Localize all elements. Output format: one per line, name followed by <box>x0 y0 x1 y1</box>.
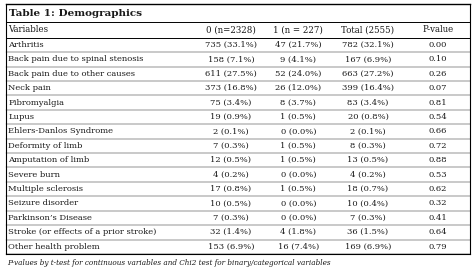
Text: 399 (16.4%): 399 (16.4%) <box>342 84 394 92</box>
Text: 7 (0.3%): 7 (0.3%) <box>213 142 249 150</box>
Text: P-value: P-value <box>422 25 453 35</box>
Bar <box>6 52 470 67</box>
Bar <box>6 139 470 153</box>
Text: 32 (1.4%): 32 (1.4%) <box>210 228 252 236</box>
Text: 663 (27.2%): 663 (27.2%) <box>342 70 394 78</box>
Text: Parkinson’s Disease: Parkinson’s Disease <box>8 214 92 222</box>
Text: 782 (32.1%): 782 (32.1%) <box>342 41 394 49</box>
Text: 20 (0.8%): 20 (0.8%) <box>347 113 389 121</box>
Text: 75 (3.4%): 75 (3.4%) <box>210 99 252 107</box>
Text: 1 (0.5%): 1 (0.5%) <box>281 142 316 150</box>
Text: 52 (24.0%): 52 (24.0%) <box>275 70 321 78</box>
Text: 0.54: 0.54 <box>428 113 447 121</box>
Text: 169 (6.9%): 169 (6.9%) <box>345 243 391 251</box>
Text: 1 (0.5%): 1 (0.5%) <box>281 113 316 121</box>
Text: 153 (6.9%): 153 (6.9%) <box>208 243 254 251</box>
Text: 13 (0.5%): 13 (0.5%) <box>347 156 389 164</box>
Bar <box>6 4 470 22</box>
Text: P-values by t-test for continuous variables and Chi2 test for binary/categorical: P-values by t-test for continuous variab… <box>7 259 331 267</box>
Bar <box>6 211 470 225</box>
Text: Table 1: Demographics: Table 1: Demographics <box>9 9 142 18</box>
Text: Deformity of limb: Deformity of limb <box>8 142 82 150</box>
Text: 18 (0.7%): 18 (0.7%) <box>347 185 389 193</box>
Text: Multiple sclerosis: Multiple sclerosis <box>8 185 83 193</box>
Text: 10 (0.4%): 10 (0.4%) <box>347 199 389 207</box>
Text: 7 (0.3%): 7 (0.3%) <box>350 214 386 222</box>
Text: 36 (1.5%): 36 (1.5%) <box>347 228 389 236</box>
Text: 12 (0.5%): 12 (0.5%) <box>210 156 252 164</box>
Bar <box>6 239 470 254</box>
Text: 10 (0.5%): 10 (0.5%) <box>210 199 252 207</box>
Bar <box>6 225 470 239</box>
Text: 4 (0.2%): 4 (0.2%) <box>350 171 386 179</box>
Text: 2 (0.1%): 2 (0.1%) <box>350 127 386 135</box>
Text: Neck pain: Neck pain <box>8 84 51 92</box>
Text: 735 (33.1%): 735 (33.1%) <box>205 41 257 49</box>
Text: 0 (n=2328): 0 (n=2328) <box>206 25 256 35</box>
Text: 16 (7.4%): 16 (7.4%) <box>278 243 319 251</box>
Text: 0.81: 0.81 <box>428 99 447 107</box>
Bar <box>6 110 470 124</box>
Text: 0.07: 0.07 <box>428 84 447 92</box>
Text: 17 (0.8%): 17 (0.8%) <box>210 185 252 193</box>
Bar <box>6 95 470 110</box>
Text: 8 (3.7%): 8 (3.7%) <box>281 99 316 107</box>
Text: Seizure disorder: Seizure disorder <box>8 199 78 207</box>
Text: Fibromyalgia: Fibromyalgia <box>8 99 64 107</box>
Text: 47 (21.7%): 47 (21.7%) <box>275 41 322 49</box>
Text: 7 (0.3%): 7 (0.3%) <box>213 214 249 222</box>
Text: 0 (0.0%): 0 (0.0%) <box>281 214 316 222</box>
Bar <box>6 167 470 182</box>
Text: Back pain due to other causes: Back pain due to other causes <box>8 70 135 78</box>
Text: Arthritis: Arthritis <box>8 41 44 49</box>
Text: 1 (n = 227): 1 (n = 227) <box>273 25 323 35</box>
Text: 158 (7.1%): 158 (7.1%) <box>208 55 254 63</box>
Text: 0 (0.0%): 0 (0.0%) <box>281 199 316 207</box>
Text: 26 (12.0%): 26 (12.0%) <box>275 84 321 92</box>
Text: Other health problem: Other health problem <box>8 243 100 251</box>
Text: 83 (3.4%): 83 (3.4%) <box>347 99 389 107</box>
Text: Back pain due to spinal stenosis: Back pain due to spinal stenosis <box>8 55 144 63</box>
Bar <box>6 22 470 38</box>
Text: 0.88: 0.88 <box>428 156 447 164</box>
Text: 0.79: 0.79 <box>428 243 447 251</box>
Text: 0.72: 0.72 <box>428 142 447 150</box>
Text: 0.26: 0.26 <box>428 70 447 78</box>
Bar <box>6 124 470 139</box>
Text: 0 (0.0%): 0 (0.0%) <box>281 127 316 135</box>
Text: 0.10: 0.10 <box>428 55 447 63</box>
Text: 0.32: 0.32 <box>428 199 447 207</box>
Text: 4 (1.8%): 4 (1.8%) <box>280 228 316 236</box>
Text: 2 (0.1%): 2 (0.1%) <box>213 127 249 135</box>
Bar <box>6 38 470 52</box>
Text: Ehlers-Danlos Syndrome: Ehlers-Danlos Syndrome <box>8 127 113 135</box>
Text: 167 (6.9%): 167 (6.9%) <box>345 55 391 63</box>
Bar <box>6 81 470 95</box>
Text: 0.66: 0.66 <box>428 127 447 135</box>
Text: 611 (27.5%): 611 (27.5%) <box>205 70 257 78</box>
Text: Amputation of limb: Amputation of limb <box>8 156 89 164</box>
Text: Severe burn: Severe burn <box>8 171 60 179</box>
Bar <box>6 153 470 167</box>
Text: 9 (4.1%): 9 (4.1%) <box>280 55 316 63</box>
Text: 0.41: 0.41 <box>428 214 447 222</box>
Bar <box>6 67 470 81</box>
Text: 0.62: 0.62 <box>428 185 447 193</box>
Text: 8 (0.3%): 8 (0.3%) <box>350 142 386 150</box>
Text: Stroke (or effects of a prior stroke): Stroke (or effects of a prior stroke) <box>8 228 156 236</box>
Text: Lupus: Lupus <box>8 113 34 121</box>
Text: 1 (0.5%): 1 (0.5%) <box>281 156 316 164</box>
Bar <box>6 182 470 196</box>
Text: 0.53: 0.53 <box>428 171 447 179</box>
Text: 373 (16.8%): 373 (16.8%) <box>205 84 257 92</box>
Text: Total (2555): Total (2555) <box>341 25 394 35</box>
Bar <box>6 196 470 211</box>
Text: Variables: Variables <box>8 25 48 35</box>
Text: 0 (0.0%): 0 (0.0%) <box>281 171 316 179</box>
Text: 1 (0.5%): 1 (0.5%) <box>281 185 316 193</box>
Text: 0.00: 0.00 <box>428 41 447 49</box>
Text: 0.64: 0.64 <box>428 228 447 236</box>
Text: 4 (0.2%): 4 (0.2%) <box>213 171 249 179</box>
Text: 19 (0.9%): 19 (0.9%) <box>210 113 252 121</box>
